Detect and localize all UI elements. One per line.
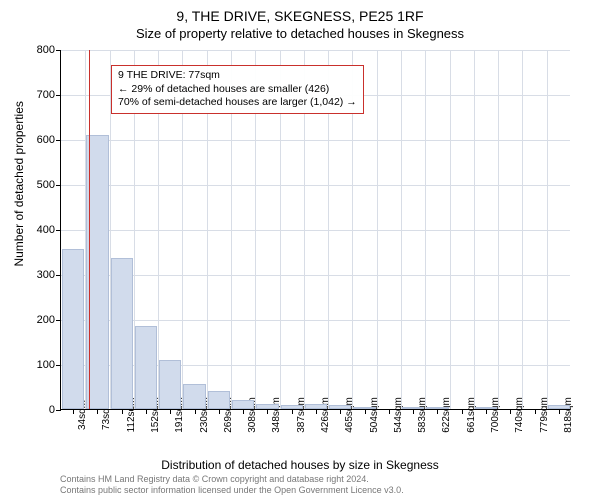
histogram-bar: [548, 405, 570, 409]
y-tick-label: 300: [37, 269, 55, 281]
x-tick-label: 387sqm: [296, 397, 307, 433]
histogram-bar: [111, 258, 133, 409]
annotation-box: 9 THE DRIVE: 77sqm← 29% of detached hous…: [111, 65, 364, 114]
gridline-h: [61, 50, 570, 51]
property-marker-line: [89, 50, 90, 409]
histogram-bar: [402, 407, 424, 409]
y-tick-label: 800: [37, 44, 55, 56]
x-tick-label: 818sqm: [563, 397, 574, 433]
histogram-bar: [256, 404, 278, 409]
x-tick-label: 465sqm: [344, 397, 355, 433]
x-tick-label: 426sqm: [320, 397, 331, 433]
gridline-h: [61, 320, 570, 321]
x-tick-label: 700sqm: [490, 397, 501, 433]
gridline-v: [522, 50, 523, 409]
chart-title: 9, THE DRIVE, SKEGNESS, PE25 1RF: [0, 0, 600, 24]
histogram-bar: [159, 360, 181, 410]
annotation-line: 9 THE DRIVE: 77sqm: [118, 69, 357, 83]
footnote-line: Contains HM Land Registry data © Crown c…: [60, 474, 404, 485]
gridline-h: [61, 230, 570, 231]
x-tick-label: 583sqm: [417, 397, 428, 433]
gridline-v: [425, 50, 426, 409]
histogram-bar: [183, 384, 205, 409]
y-tick-label: 500: [37, 179, 55, 191]
y-tick-label: 100: [37, 359, 55, 371]
annotation-line: 70% of semi-detached houses are larger (…: [118, 96, 357, 110]
histogram-bar: [232, 400, 254, 409]
gridline-v: [450, 50, 451, 409]
gridline-v: [547, 50, 548, 409]
x-axis-label: Distribution of detached houses by size …: [161, 458, 439, 472]
x-tick-label: 661sqm: [466, 397, 477, 433]
gridline-v: [377, 50, 378, 409]
x-tick-label: 504sqm: [369, 397, 380, 433]
gridline-h: [61, 275, 570, 276]
plot-area: 010020030040050060070080034sqm73sqm112sq…: [60, 50, 570, 410]
histogram-bar: [329, 405, 351, 409]
y-tick-label: 0: [49, 404, 55, 416]
histogram-bar: [353, 407, 375, 409]
gridline-h: [61, 185, 570, 186]
histogram-bar: [305, 404, 327, 409]
chart-footnote: Contains HM Land Registry data © Crown c…: [60, 474, 404, 496]
y-tick-label: 400: [37, 224, 55, 236]
chart-subtitle: Size of property relative to detached ho…: [0, 24, 600, 41]
y-tick-label: 600: [37, 134, 55, 146]
histogram-bar: [208, 391, 230, 409]
gridline-v: [498, 50, 499, 409]
x-tick-label: 622sqm: [441, 397, 452, 433]
x-tick-label: 348sqm: [271, 397, 282, 433]
y-tick-label: 200: [37, 314, 55, 326]
histogram-bar: [62, 249, 84, 409]
gridline-v: [474, 50, 475, 409]
histogram-bar: [475, 407, 497, 409]
histogram-bar: [135, 326, 157, 409]
y-axis-label: Number of detached properties: [12, 101, 26, 266]
annotation-line: ← 29% of detached houses are smaller (42…: [118, 83, 357, 97]
histogram-bar: [281, 405, 303, 409]
y-tick-label: 700: [37, 89, 55, 101]
gridline-v: [401, 50, 402, 409]
histogram-bar: [426, 407, 448, 409]
x-tick-label: 544sqm: [393, 397, 404, 433]
x-tick-label: 740sqm: [514, 397, 525, 433]
footnote-line: Contains public sector information licen…: [60, 485, 404, 496]
x-tick-label: 779sqm: [539, 397, 550, 433]
gridline-h: [61, 140, 570, 141]
property-size-chart: 9, THE DRIVE, SKEGNESS, PE25 1RF Size of…: [0, 0, 600, 500]
